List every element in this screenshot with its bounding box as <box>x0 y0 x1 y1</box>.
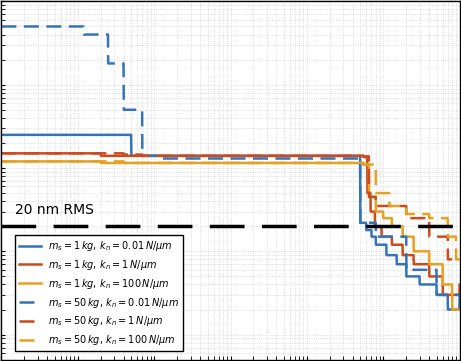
Legend: $m_s = 1\,kg,\, k_n = 0.01\,N/\mu m$, $m_s = 1\,kg,\, k_n = 1\,N/\mu m$, $m_s = : $m_s = 1\,kg,\, k_n = 0.01\,N/\mu m$, $m… <box>15 235 183 351</box>
Text: 20 nm RMS: 20 nm RMS <box>15 203 94 217</box>
